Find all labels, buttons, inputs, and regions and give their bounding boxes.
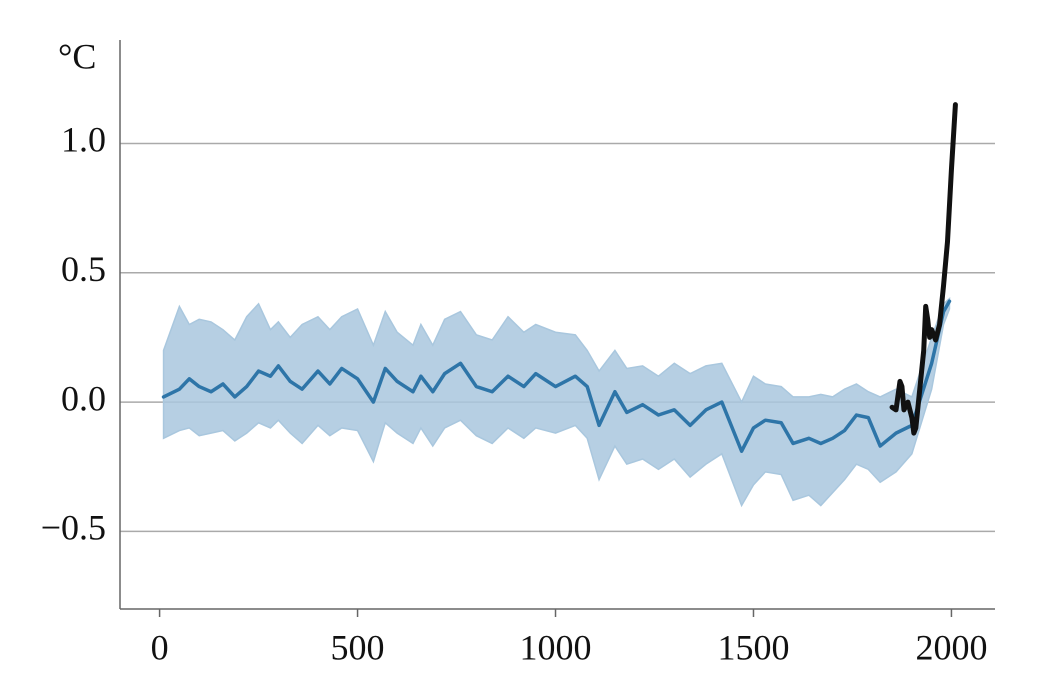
x-tick-label: 1000: [520, 627, 592, 667]
x-tick-label: 0: [151, 627, 169, 667]
x-tick-label: 1500: [717, 627, 789, 667]
y-tick-label: 1.0: [61, 120, 106, 160]
x-tick-label: 2000: [915, 627, 987, 667]
instrumental-line: [889, 102, 958, 436]
x-tick-label: 500: [331, 627, 385, 667]
reconstruction-line: [161, 299, 952, 453]
y-tick-label: 0.0: [61, 378, 106, 418]
y-tick-label: −0.5: [41, 508, 106, 548]
y-axis-label: °C: [58, 36, 96, 76]
uncertainty-band: [162, 296, 951, 508]
y-tick-label: 0.5: [61, 249, 106, 289]
